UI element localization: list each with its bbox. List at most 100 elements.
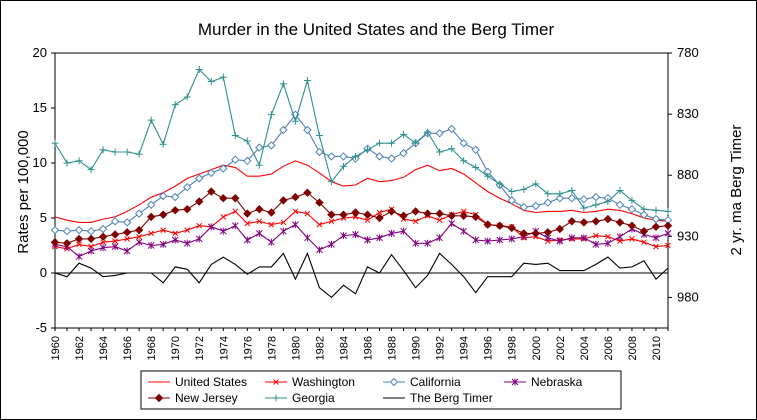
marker-stroke (268, 221, 275, 228)
data-point-california (615, 200, 625, 210)
data-point-new-jersey (447, 211, 456, 221)
data-point-nebraska (352, 231, 359, 238)
series-california (50, 110, 673, 236)
data-point-california (207, 168, 216, 178)
x-tick-label: 1976 (242, 336, 254, 360)
data-point-georgia (412, 139, 420, 147)
data-point-california (591, 192, 601, 202)
legend-label-new-jersey: New Jersey (175, 391, 238, 405)
data-point-nebraska (292, 221, 299, 229)
legend-item-united-states: United States (148, 375, 247, 389)
data-point-california (555, 193, 565, 203)
x-tick-label: 1978 (266, 336, 278, 360)
data-point-washington (304, 210, 311, 217)
data-point-california (267, 141, 276, 150)
data-point-georgia (364, 146, 372, 154)
data-point-nebraska (75, 253, 83, 260)
data-point-nebraska (135, 238, 143, 246)
data-point-california (639, 210, 649, 219)
marker-stroke (593, 232, 599, 239)
data-point-washington (460, 208, 467, 215)
data-point-new-jersey (651, 222, 661, 232)
marker-stroke (172, 230, 179, 237)
series-line-georgia (54, 68, 669, 212)
data-point-georgia (580, 204, 588, 212)
data-point-new-jersey (411, 207, 420, 216)
data-point-georgia (63, 159, 71, 167)
data-point-georgia (135, 150, 143, 158)
y2-tick-label: 780 (677, 45, 699, 60)
marker-stroke (436, 217, 443, 224)
data-point-california (543, 198, 553, 207)
marker-stroke (328, 218, 335, 225)
data-point-georgia (520, 185, 528, 193)
data-point-washington (412, 218, 419, 225)
data-point-washington (653, 243, 659, 250)
data-point-georgia (532, 180, 540, 188)
marker-stroke (412, 218, 419, 225)
data-point-washington (100, 239, 106, 246)
data-point-california (158, 191, 168, 201)
legend-item-the-berg-timer: The Berg Timer (383, 391, 493, 405)
data-point-georgia (436, 148, 444, 156)
marker-stroke (100, 239, 106, 246)
data-point-new-jersey (543, 228, 553, 237)
x-tick-label: 1988 (387, 336, 399, 360)
marker-stroke (460, 208, 467, 215)
data-point-georgia (448, 145, 456, 153)
data-point-washington (328, 218, 335, 225)
data-point-california (375, 152, 384, 161)
data-point-nebraska (328, 240, 335, 248)
marker-stroke (316, 221, 323, 228)
marker-stroke (244, 220, 251, 227)
data-point-georgia (508, 188, 516, 196)
data-point-nebraska (231, 222, 239, 230)
data-point-nebraska (304, 234, 311, 242)
data-point-california (435, 129, 444, 138)
x-tick-label: 1974 (218, 336, 230, 360)
data-point-georgia (111, 148, 119, 156)
data-point-washington (280, 219, 287, 226)
data-point-california (399, 148, 408, 158)
data-point-california (327, 152, 336, 161)
data-point-new-jersey (291, 192, 300, 202)
marker-stroke (184, 227, 191, 233)
data-point-new-jersey (615, 218, 625, 227)
data-point-california (231, 155, 240, 164)
data-point-washington (184, 227, 191, 233)
data-point-new-jersey (110, 230, 120, 239)
data-point-new-jersey (639, 226, 649, 236)
data-point-georgia (460, 157, 468, 165)
data-point-washington (292, 208, 299, 215)
data-point-california (255, 143, 264, 152)
data-point-georgia (544, 190, 552, 198)
data-point-new-jersey (663, 221, 673, 230)
data-point-washington (148, 230, 155, 237)
data-point-georgia (604, 198, 612, 205)
data-point-georgia (75, 157, 83, 165)
x-tick-label: 2010 (651, 336, 663, 360)
data-point-washington (364, 217, 371, 224)
data-point-california (471, 145, 480, 155)
x-tick-label: 2002 (555, 336, 567, 360)
data-point-california (315, 147, 324, 157)
data-point-georgia (183, 93, 191, 101)
series-new-jersey (50, 187, 673, 248)
marker-stroke (352, 214, 359, 220)
data-point-california (579, 195, 589, 204)
x-tick-label: 2008 (627, 336, 639, 360)
data-point-new-jersey (603, 214, 613, 224)
data-point-new-jersey (471, 212, 480, 222)
data-point-nebraska (592, 240, 600, 248)
data-point-nebraska (207, 223, 215, 231)
marker-stroke (617, 238, 623, 244)
legend-label-the-berg-timer: The Berg Timer (410, 391, 493, 405)
data-point-nebraska (664, 229, 672, 237)
legend-marker-washington (273, 379, 279, 385)
data-point-nebraska (448, 220, 456, 227)
x-tick-label: 2000 (531, 336, 543, 360)
marker-stroke (304, 210, 311, 217)
data-point-georgia (267, 111, 275, 119)
marker-stroke (148, 230, 155, 237)
data-point-california (339, 152, 348, 161)
